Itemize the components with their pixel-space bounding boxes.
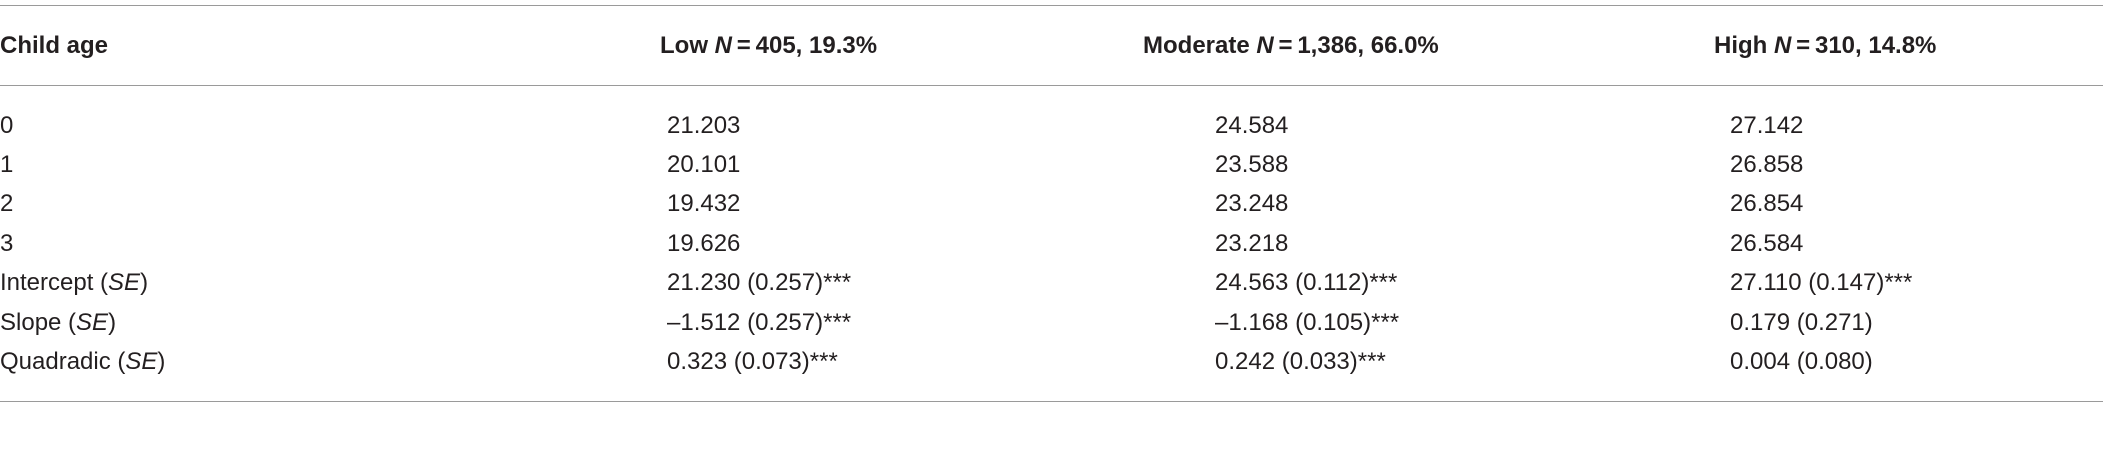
value-cell: 0.323 (0.073)*** [667,348,838,375]
value-cell: 24.563 (0.112)*** [1215,269,1398,296]
row-label-part: Quadradic ( [0,348,126,375]
row-label: Slope (SE) [0,308,116,338]
row-label-part: 3 [0,230,14,257]
row-label-part: Intercept ( [0,269,109,296]
row-label-part: ) [157,348,166,375]
header-rule [0,85,2103,86]
row-label-part: 1 [0,151,14,178]
row-label: 3 [0,229,13,259]
value-cell: 23.218 [1215,230,1289,257]
header-rest: = 310, 14.8% [1791,32,1937,59]
value-cell: 19.432 [667,190,741,217]
header-text: Child age [0,32,109,59]
row-label-part: SE [125,348,158,375]
row-label-part: ) [108,309,117,336]
header-cell: High N = 310, 14.8% [1714,31,1936,61]
row-label-part: SE [76,309,109,336]
header-n: N [1774,32,1792,59]
row-label-part: 0 [0,112,14,139]
value-cell: 26.858 [1730,151,1804,178]
header-cell: Low N = 405, 19.3% [660,31,877,61]
value-cell: 26.584 [1730,230,1804,257]
value-cell: 27.142 [1730,112,1804,139]
header-rest: = 1,386, 66.0% [1273,32,1439,59]
header-text: Moderate [1143,32,1257,59]
row-label: 2 [0,189,13,219]
header-n: N [1256,32,1274,59]
header-rest: = 405, 19.3% [732,32,878,59]
value-cell: 24.584 [1215,112,1289,139]
row-label: Quadradic (SE) [0,347,165,377]
value-cell: 26.854 [1730,190,1804,217]
value-cell: 21.203 [667,112,741,139]
header-text: Low [660,32,715,59]
row-label-part: SE [108,269,141,296]
header-text: High [1714,32,1774,59]
value-cell: 0.179 (0.271) [1730,309,1873,336]
header-cell: Child age [0,31,108,61]
value-cell: 0.004 (0.080) [1730,348,1873,375]
value-cell: 21.230 (0.257)*** [667,269,852,296]
row-label: 0 [0,111,13,141]
value-cell: –1.512 (0.257)*** [667,309,852,336]
value-cell: 0.242 (0.033)*** [1215,348,1386,375]
row-label-part: ) [140,269,149,296]
row-label-part: Slope ( [0,309,77,336]
value-cell: 19.626 [667,230,741,257]
bottom-rule [0,401,2103,402]
header-n: N [714,32,732,59]
value-cell: 23.588 [1215,151,1289,178]
top-rule [0,5,2103,6]
header-cell: Moderate N = 1,386, 66.0% [1143,31,1439,61]
value-cell: –1.168 (0.105)*** [1215,309,1400,336]
value-cell: 23.248 [1215,190,1289,217]
row-label-part: 2 [0,190,14,217]
value-cell: 20.101 [667,151,741,178]
row-label: 1 [0,150,13,180]
row-label: Intercept (SE) [0,268,148,298]
value-cell: 27.110 (0.147)*** [1730,269,1913,296]
